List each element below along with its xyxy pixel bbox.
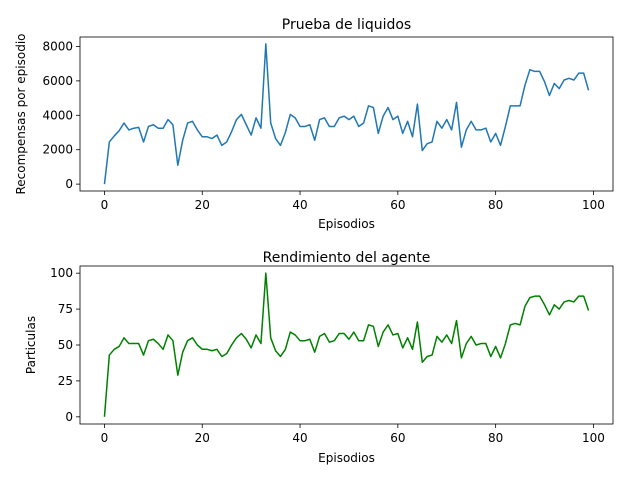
y-tick-label: 4000 [42, 108, 73, 122]
y-tick-label: 75 [58, 302, 73, 316]
y-tick-label: 6000 [42, 74, 73, 88]
x-tick-label: 0 [101, 431, 109, 445]
chart-title: Rendimiento del agente [263, 250, 431, 266]
plot-frame [79, 36, 614, 192]
y-tick-label: 50 [58, 338, 73, 352]
x-tick-label: 100 [582, 431, 605, 445]
y-tick-label: 8000 [42, 39, 73, 53]
x-tick-label: 60 [390, 198, 405, 212]
y-tick-label: 25 [58, 374, 73, 388]
series-line [103, 272, 590, 417]
chart-rewards: Prueba de liquidos 0 20 40 60 80 100 0 2000 4000 6… [14, 17, 614, 231]
x-tick-label: 60 [390, 431, 405, 445]
x-tick-label: 20 [195, 198, 210, 212]
x-axis-label: Episodios [318, 217, 375, 231]
x-tick-label: 40 [292, 431, 307, 445]
chart-agent-performance: Rendimiento del agente 0 20 40 60 80 100 0 25 50 7… [24, 250, 614, 465]
y-axis-label: Recompensas por episodio [14, 33, 28, 194]
y-tick-label: 100 [50, 266, 73, 280]
y-tick-label: 0 [65, 410, 73, 424]
x-tick-label: 20 [195, 431, 210, 445]
series-line [103, 43, 590, 185]
y-tick-label: 0 [65, 177, 73, 191]
x-axis-label: Episodios [318, 451, 375, 465]
x-tick-label: 80 [488, 431, 503, 445]
x-tick-label: 100 [582, 198, 605, 212]
x-tick-label: 80 [488, 198, 503, 212]
x-tick-label: 40 [292, 198, 307, 212]
x-tick-label: 0 [101, 198, 109, 212]
chart-title: Prueba de liquidos [282, 17, 411, 33]
y-axis-label: Particulas [24, 316, 38, 374]
y-tick-label: 2000 [42, 143, 73, 157]
